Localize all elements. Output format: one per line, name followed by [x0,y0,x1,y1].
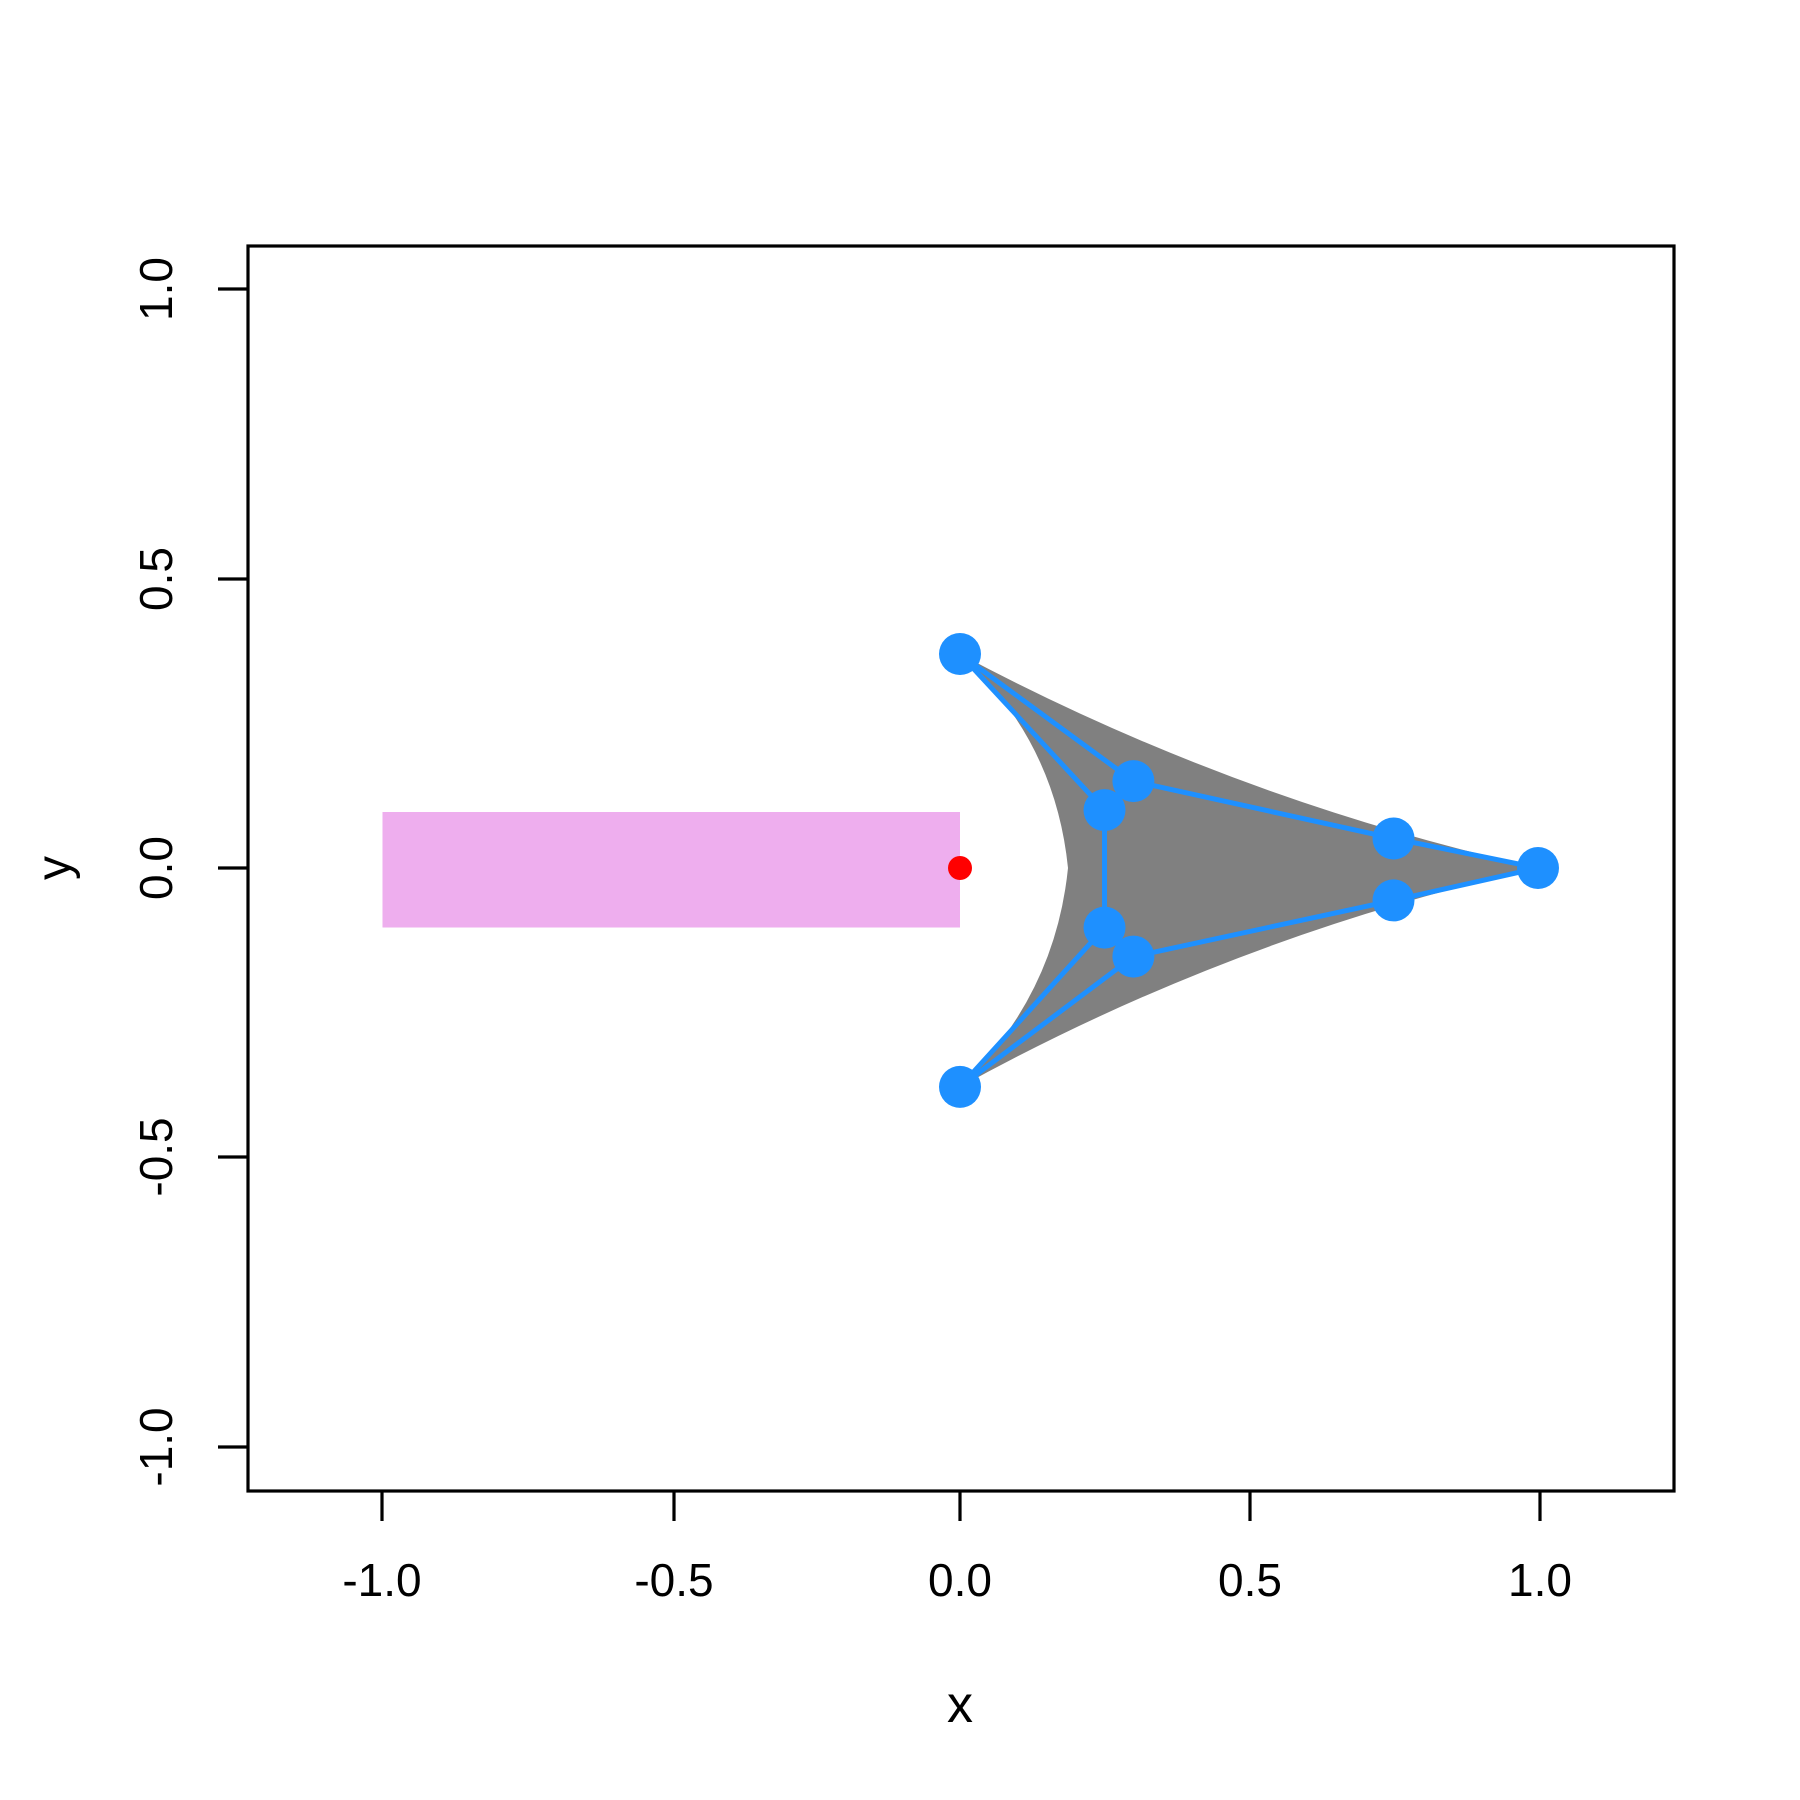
svg-text:-1.0: -1.0 [342,1554,421,1606]
svg-text:0.5: 0.5 [130,547,182,611]
svg-text:-0.5: -0.5 [130,1117,182,1196]
svg-text:1.0: 1.0 [1508,1554,1572,1606]
svg-text:0.5: 0.5 [1218,1554,1282,1606]
svg-text:0.0: 0.0 [928,1554,992,1606]
svg-text:x: x [947,1676,973,1734]
svg-text:1.0: 1.0 [130,257,182,321]
svg-text:0.0: 0.0 [130,836,182,900]
svg-text:y: y [28,856,81,880]
svg-text:-0.5: -0.5 [634,1554,713,1606]
svg-text:-1.0: -1.0 [130,1407,182,1486]
